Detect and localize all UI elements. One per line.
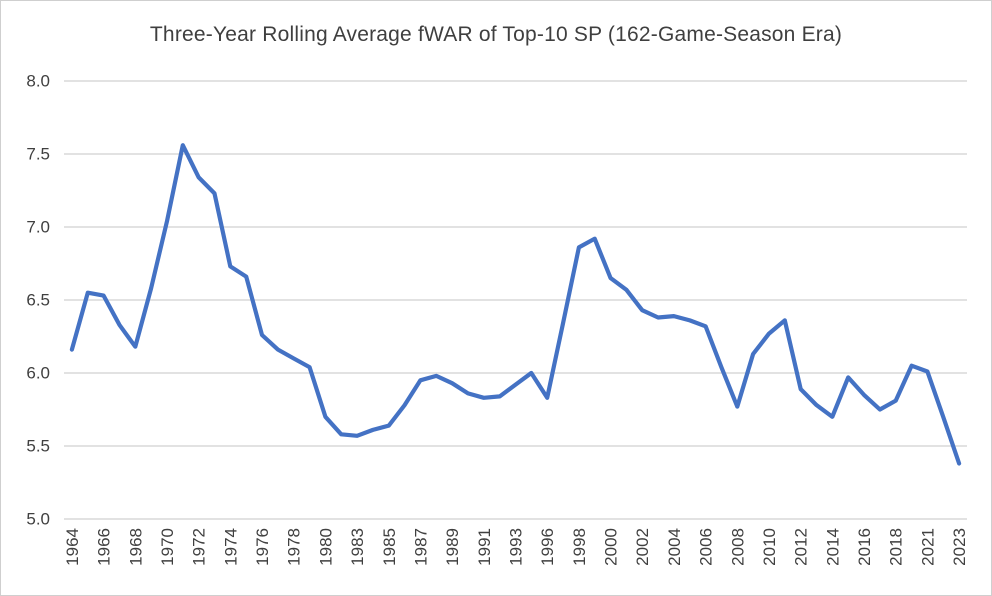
x-tick-label: 1974	[221, 528, 240, 566]
x-tick-label: 2014	[823, 528, 842, 566]
x-tick-label: 1983	[348, 528, 367, 566]
data-series-line	[69, 143, 962, 466]
x-tick-label: 1970	[158, 528, 177, 566]
y-tick-label: 8.0	[26, 72, 50, 91]
x-tick-label: 2012	[792, 528, 811, 566]
x-tick-label: 2000	[602, 528, 621, 566]
x-tick-label: 1996	[538, 528, 557, 566]
x-tick-label: 1978	[285, 528, 304, 566]
x-tick-label: 2002	[633, 528, 652, 566]
x-tick-label: 2018	[887, 528, 906, 566]
x-tick-label: 1966	[95, 528, 114, 566]
x-tick-label: 1964	[63, 528, 82, 566]
x-tick-label: 1989	[443, 528, 462, 566]
x-tick-label: 2016	[855, 528, 874, 566]
x-tick-label: 1993	[507, 528, 526, 566]
x-tick-label: 1985	[380, 528, 399, 566]
x-tick-label: 1980	[316, 528, 335, 566]
y-tick-label: 6.5	[26, 291, 50, 310]
x-tick-label: 2008	[728, 528, 747, 566]
y-tick-label: 5.0	[26, 510, 50, 529]
y-tick-label: 7.0	[26, 218, 50, 237]
x-tick-label: 2023	[950, 528, 969, 566]
x-tick-label: 1987	[411, 528, 430, 566]
x-tick-label: 2010	[760, 528, 779, 566]
x-tick-label: 1991	[475, 528, 494, 566]
y-tick-label: 7.5	[26, 145, 50, 164]
x-tick-label: 1976	[253, 528, 272, 566]
x-tick-label: 1998	[570, 528, 589, 566]
x-tick-label: 1972	[190, 528, 209, 566]
x-tick-label: 2006	[697, 528, 716, 566]
x-tick-label: 2021	[918, 528, 937, 566]
x-tick-label: 2004	[665, 528, 684, 566]
y-tick-label: 5.5	[26, 437, 50, 456]
chart-title: Three-Year Rolling Average fWAR of Top-1…	[149, 23, 843, 46]
x-tick-label: 1968	[126, 528, 145, 566]
y-tick-label: 6.0	[26, 364, 50, 383]
